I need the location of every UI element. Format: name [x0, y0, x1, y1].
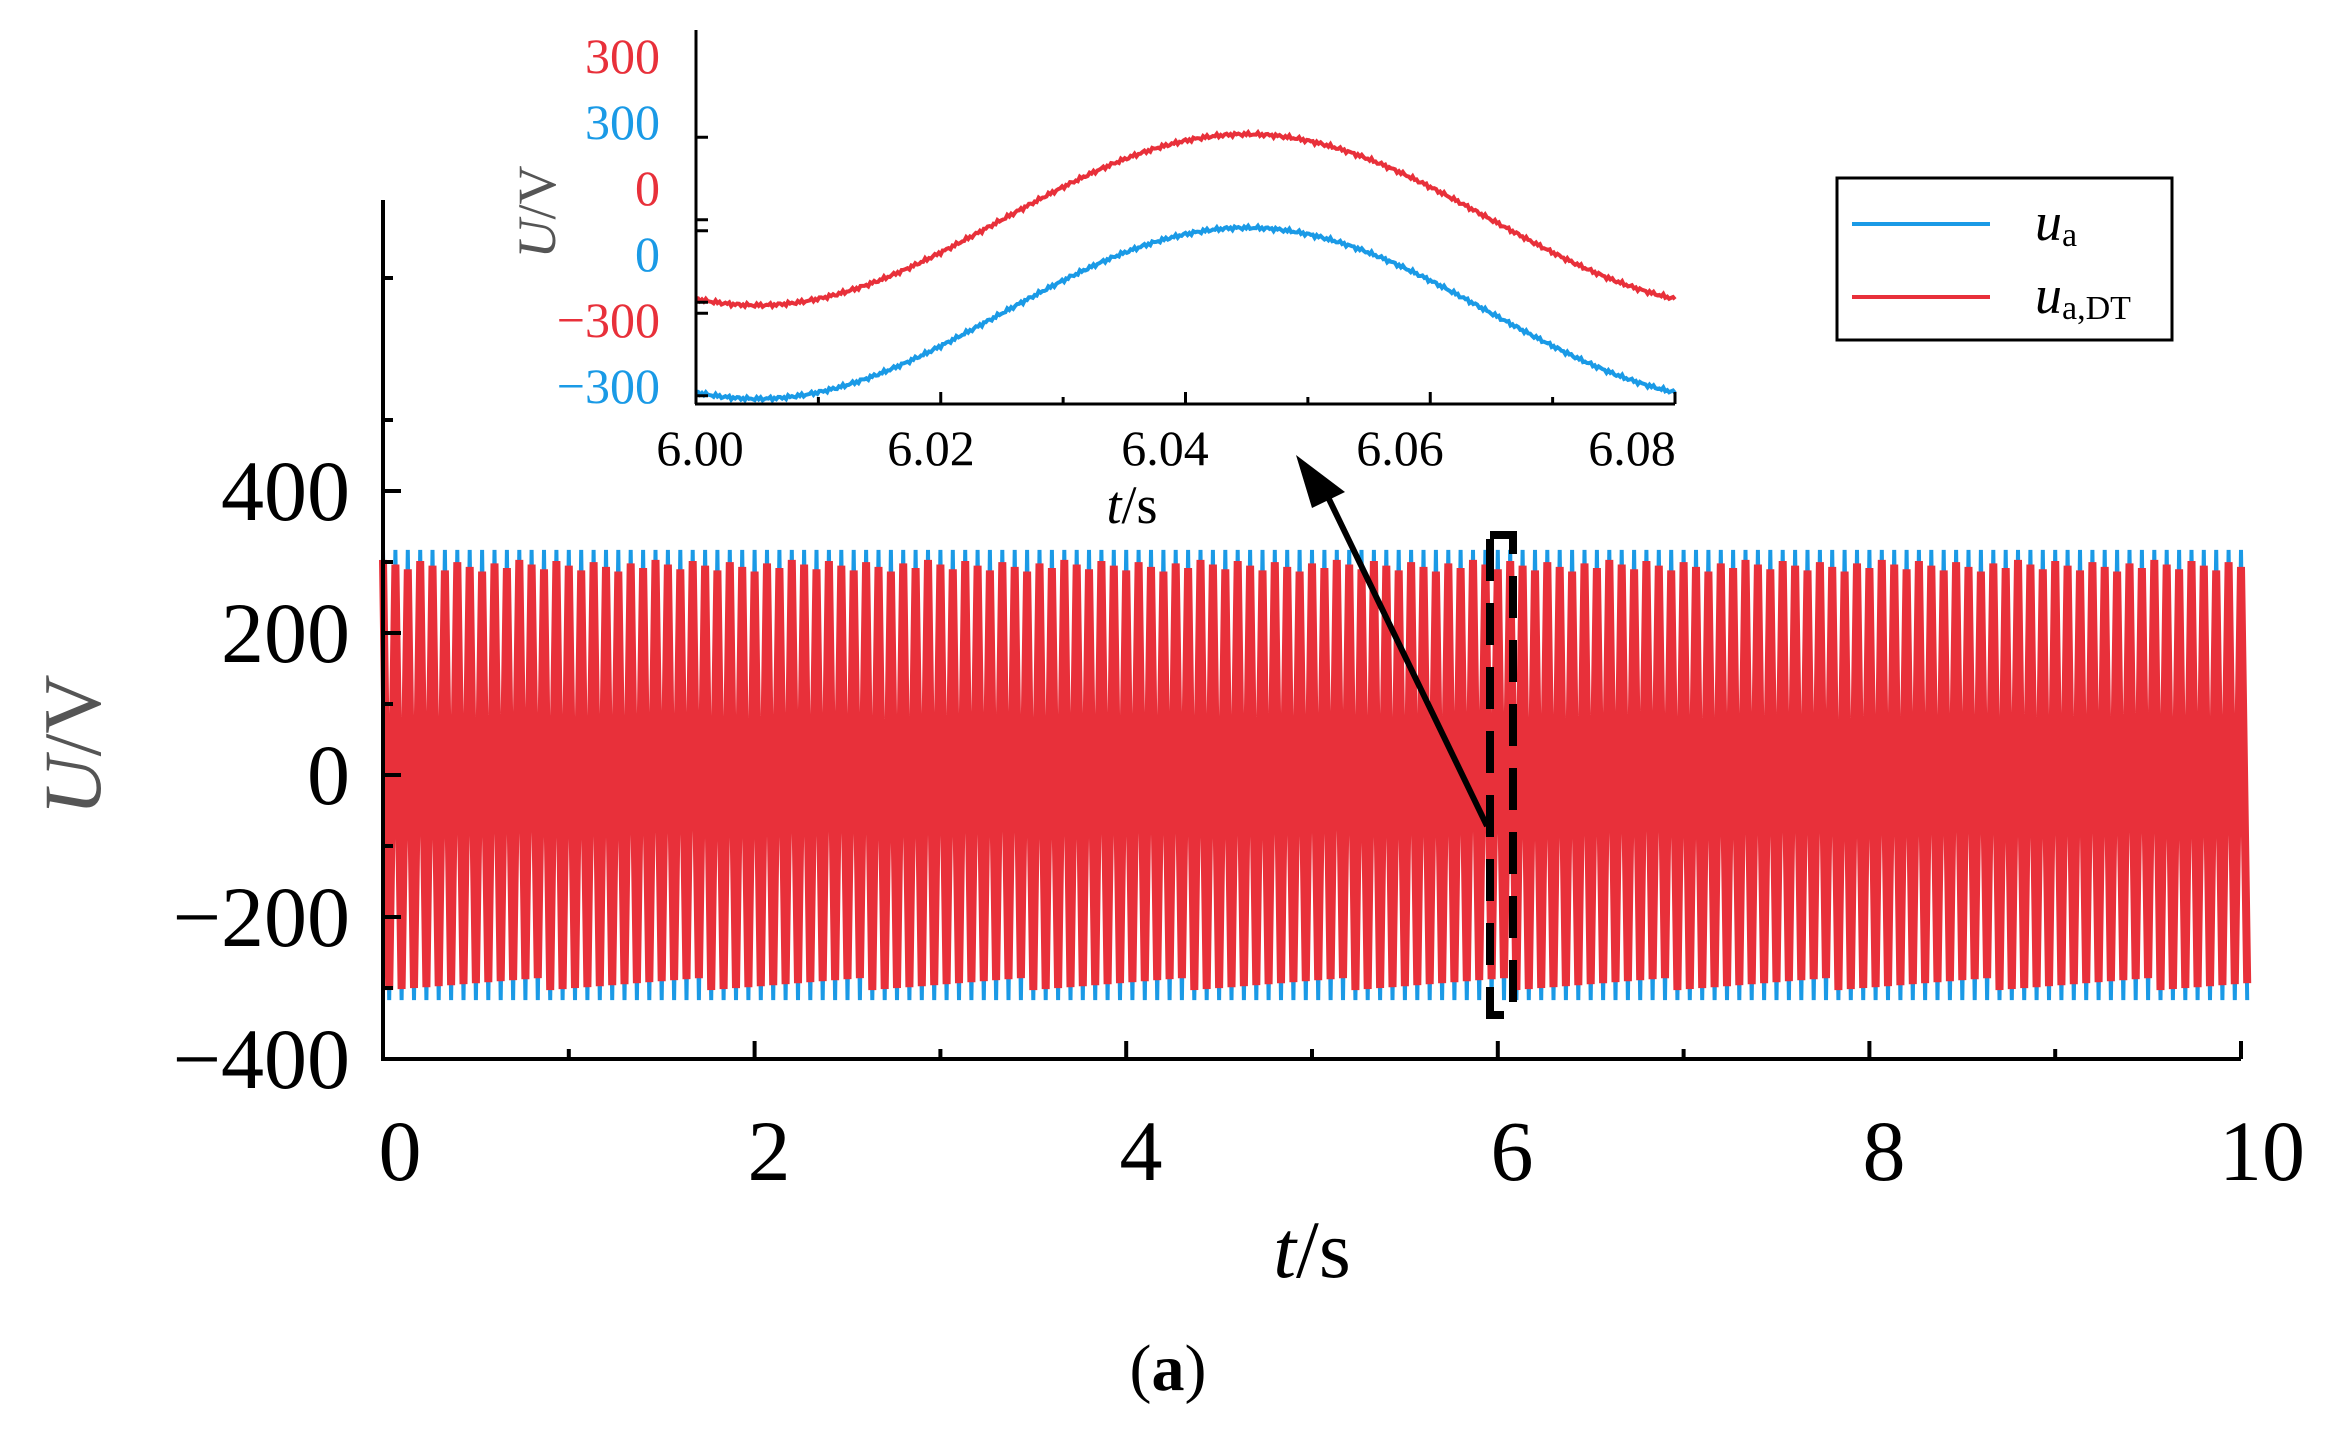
main-chart: 400 200 0 −200 −400 0 2 4 6 8 10 t/s U/V — [27, 200, 2305, 1295]
main-ytick-label: −200 — [172, 869, 350, 965]
series-ua-inset-line — [695, 222, 1677, 404]
legend: ua ua,DT — [1835, 176, 2174, 342]
main-y-axis-title: U/V — [27, 674, 118, 815]
zoom-arrow — [1324, 493, 1490, 828]
main-xtick-label: 0 — [379, 1103, 422, 1199]
inset-y-axis-title: U/V — [507, 165, 567, 258]
series-ua-dt-main — [379, 559, 2252, 991]
inset-red-ytick-label: 0 — [635, 160, 660, 216]
inset-x-axis-title: t/s — [1106, 475, 1157, 535]
main-ticks — [381, 276, 2243, 1061]
inset-xtick-label: 6.02 — [887, 420, 975, 476]
legend-box — [1835, 176, 2174, 342]
series-ua-inset — [695, 222, 1677, 404]
zoom-arrowhead — [1296, 455, 1345, 508]
inset-xtick-label: 6.06 — [1356, 420, 1444, 476]
figure-caption: (a) — [1130, 1332, 1207, 1405]
main-xtick-label: 6 — [1491, 1103, 1534, 1199]
main-xtick-label: 8 — [1863, 1103, 1906, 1199]
inset-blue-ytick-label: 300 — [585, 94, 660, 150]
legend-label-ua: ua — [2035, 192, 2077, 254]
inset-ticks — [694, 135, 1677, 404]
inset-red-ytick-label: −300 — [557, 292, 660, 348]
main-ytick-label: 400 — [221, 443, 350, 539]
inset-red-ytick-label: 300 — [585, 28, 660, 84]
main-ytick-label: 200 — [221, 585, 350, 681]
main-ytick-label: −400 — [172, 1011, 350, 1107]
series-ua-dt-main-line — [379, 559, 2252, 991]
series-ua-dt-inset-line — [695, 128, 1677, 311]
inset-xtick-label: 6.08 — [1588, 420, 1676, 476]
inset-blue-ytick-label: 0 — [635, 226, 660, 282]
main-x-axis-title: t/s — [1273, 1204, 1351, 1295]
legend-label-ua-dt: ua,DT — [2035, 265, 2131, 327]
main-xtick-label: 2 — [748, 1103, 791, 1199]
main-xtick-label: 10 — [2219, 1103, 2305, 1199]
main-ytick-label: 0 — [307, 727, 350, 823]
series-ua-dt-inset — [695, 128, 1677, 311]
zoom-region-box — [1486, 531, 1517, 1019]
main-xtick-label: 4 — [1120, 1103, 1163, 1199]
inset-chart: 300 0 −300 300 0 −300 6.00 6.02 6.04 6.0… — [507, 28, 1677, 535]
inset-xtick-label: 6.00 — [656, 420, 744, 476]
inset-xtick-label: 6.04 — [1121, 420, 1209, 476]
inset-blue-ytick-label: −300 — [557, 358, 660, 414]
